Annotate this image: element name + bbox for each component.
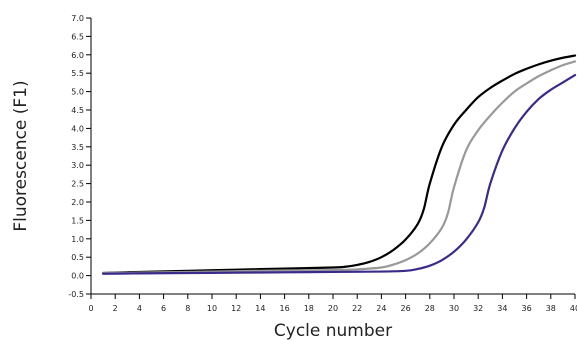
- y-tick-label: 7.0: [71, 14, 84, 23]
- y-tick-label: 5.0: [71, 88, 84, 97]
- x-tick-label: 10: [207, 304, 217, 313]
- y-tick-label: 4.0: [71, 124, 84, 133]
- x-tick-label: 20: [328, 304, 338, 313]
- series-group: [102, 54, 577, 275]
- x-tick-label: 22: [352, 304, 362, 313]
- x-tick-label: 12: [231, 304, 241, 313]
- x-axis-ticks: 0246810121416182022242628303234363840: [88, 294, 577, 313]
- x-tick-label: 4: [137, 304, 142, 313]
- x-tick-label: 36: [522, 304, 532, 313]
- y-tick-label: 5.5: [71, 69, 84, 78]
- y-tick-label: 2.5: [71, 180, 84, 189]
- x-tick-label: 28: [425, 304, 435, 313]
- y-tick-label: -0.5: [68, 290, 84, 299]
- x-tick-label: 40: [570, 304, 577, 313]
- y-tick-label: 6.0: [71, 51, 84, 60]
- x-tick-label: 32: [473, 304, 483, 313]
- x-tick-label: 18: [304, 304, 314, 313]
- x-tick-label: 38: [546, 304, 556, 313]
- y-tick-label: 3.5: [71, 143, 84, 152]
- y-tick-label: 2.0: [71, 198, 84, 207]
- x-tick-label: 26: [401, 304, 411, 313]
- y-tick-label: 1.0: [71, 235, 84, 244]
- series-line-1: [102, 54, 577, 275]
- axes: [90, 18, 575, 295]
- x-tick-label: 6: [161, 304, 166, 313]
- y-tick-label: 1.5: [71, 216, 84, 225]
- y-axis-ticks: -0.5 0.0 0.5 1.0 1.5 2.0 2.5 3.0 3.5 4.0 4.5 5.0 5.5…: [68, 14, 91, 299]
- y-tick-label: 6.5: [71, 32, 84, 41]
- y-axis-title: Fluorescence (F1): [11, 80, 31, 231]
- x-tick-label: 34: [497, 304, 507, 313]
- y-tick-label: 0.0: [71, 272, 84, 281]
- x-tick-label: 2: [113, 304, 118, 313]
- x-tick-label: 8: [185, 304, 190, 313]
- x-tick-label: 0: [88, 304, 93, 313]
- series-line-3: [102, 73, 577, 275]
- series-line-2: [102, 60, 577, 275]
- y-tick-label: 4.5: [71, 106, 84, 115]
- x-tick-label: 24: [376, 304, 386, 313]
- x-tick-label: 30: [449, 304, 459, 313]
- y-tick-label: 3.0: [71, 161, 84, 170]
- y-tick-label: 0.5: [71, 253, 84, 262]
- x-axis-title: Cycle number: [274, 321, 392, 340]
- x-tick-label: 14: [255, 304, 265, 313]
- x-tick-label: 16: [280, 304, 290, 313]
